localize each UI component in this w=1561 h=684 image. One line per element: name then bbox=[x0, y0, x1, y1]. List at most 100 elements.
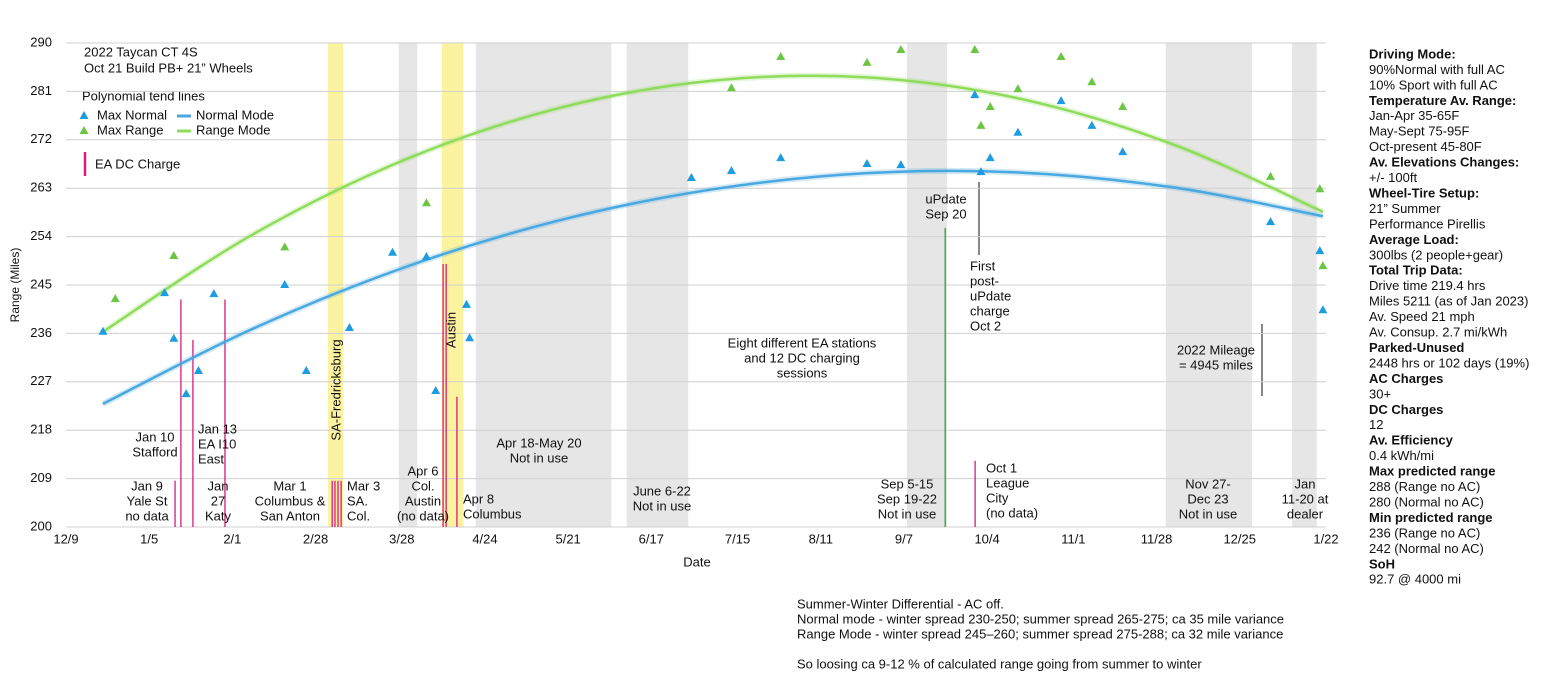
legend-marker bbox=[79, 111, 89, 119]
y-axis-label: Range (Miles) bbox=[8, 248, 22, 323]
legend-label: Max Normal bbox=[97, 107, 167, 122]
y-tick-label: 245 bbox=[30, 276, 52, 291]
point bbox=[1318, 261, 1328, 270]
annotation: Katy bbox=[205, 508, 232, 523]
panel-line: 30+ bbox=[1369, 386, 1391, 401]
x-tick-label: 6/17 bbox=[639, 531, 664, 546]
panel-heading: Average Load: bbox=[1369, 232, 1459, 247]
annotation: Jan 10 bbox=[135, 429, 174, 444]
point bbox=[110, 293, 120, 302]
panel-line: 90%Normal with full AC bbox=[1369, 62, 1505, 77]
annotation: City bbox=[986, 490, 1009, 505]
legend-title: Polynomial tend lines bbox=[82, 88, 205, 103]
panel-line: 21” Summer bbox=[1369, 201, 1441, 216]
legend-label: Max Range bbox=[97, 122, 163, 137]
annotation: charge bbox=[970, 303, 1010, 318]
annotation: Dec 23 bbox=[1187, 491, 1228, 506]
annotation: Nov 27- bbox=[1185, 476, 1231, 491]
x-axis-label: Date bbox=[683, 554, 710, 569]
legend-label: Normal Mode bbox=[196, 107, 274, 122]
annotation: Yale St bbox=[127, 493, 168, 508]
annotation: Columbus & bbox=[255, 493, 326, 508]
point bbox=[1315, 246, 1325, 255]
panel-heading: Parked-Unused bbox=[1369, 340, 1464, 355]
x-tick-label: 11/28 bbox=[1141, 531, 1173, 546]
panel-heading: DC Charges bbox=[1369, 402, 1443, 417]
annotation: 27 bbox=[211, 493, 225, 508]
annotation: uPdate bbox=[970, 288, 1011, 303]
y-tick-label: 236 bbox=[30, 325, 52, 340]
point bbox=[686, 172, 696, 181]
annotation: Jan bbox=[1295, 476, 1316, 491]
panel-line: 242 (Normal no AC) bbox=[1369, 541, 1484, 556]
point bbox=[985, 153, 995, 162]
panel-line: 236 (Range no AC) bbox=[1369, 525, 1480, 540]
point bbox=[98, 326, 108, 335]
annotation: Oct 1 bbox=[986, 460, 1017, 475]
panel-line: Jan-Apr 35-65F bbox=[1369, 108, 1459, 123]
annotation: Apr 6 bbox=[407, 463, 438, 478]
panel-heading: Driving Mode: bbox=[1369, 46, 1456, 61]
point bbox=[896, 44, 906, 53]
annotation: = 4945 miles bbox=[1179, 357, 1254, 372]
point bbox=[1056, 51, 1066, 60]
point bbox=[1318, 305, 1328, 314]
y-tick-label: 200 bbox=[30, 518, 52, 533]
point bbox=[169, 250, 179, 259]
panel-heading: Temperature Av. Range: bbox=[1369, 93, 1516, 108]
annotation: (no data) bbox=[397, 508, 449, 523]
point bbox=[976, 167, 986, 176]
panel-line: 12 bbox=[1369, 417, 1383, 432]
annotation: Col. bbox=[411, 478, 434, 493]
annotation: Eight different EA stations bbox=[728, 335, 877, 350]
annotation: Mar 3 bbox=[347, 478, 380, 493]
annotation: Apr 8 bbox=[463, 491, 494, 506]
grid-layer: 200 209 218 227 236 245 254 263 272 281 290 12/9 1/5… bbox=[30, 34, 1338, 546]
note: So loosing ca 9-12 % of calculated range… bbox=[797, 656, 1202, 671]
annotation: Sep 20 bbox=[925, 206, 966, 221]
annotation: Jan 9 bbox=[131, 478, 163, 493]
note: Summer-Winter Differential - AC off. bbox=[797, 596, 1004, 611]
x-tick-label: 1/5 bbox=[140, 531, 158, 546]
annotation: Not in use bbox=[633, 498, 692, 513]
annotation: sessions bbox=[777, 365, 828, 380]
annotation: Austin bbox=[443, 312, 458, 348]
annotation: SA-Fredricksburg bbox=[328, 339, 343, 440]
annotation: Oct 2 bbox=[970, 318, 1001, 333]
x-tick-label: 9/7 bbox=[895, 531, 913, 546]
y-tick-label: 218 bbox=[30, 422, 52, 437]
point bbox=[160, 288, 170, 297]
point bbox=[862, 57, 872, 66]
annotation: First bbox=[970, 258, 996, 273]
trend-line bbox=[102, 169, 1324, 405]
panel-heading: Total Trip Data: bbox=[1369, 263, 1463, 278]
panel-line: 280 (Normal no AC) bbox=[1369, 494, 1484, 509]
point bbox=[726, 165, 736, 174]
annotation: SA. bbox=[347, 493, 368, 508]
annotation: Austin bbox=[405, 493, 441, 508]
point bbox=[1118, 101, 1128, 110]
panel-line: Oct-present 45-80F bbox=[1369, 139, 1482, 154]
annotation: Sep 5-15 bbox=[881, 476, 934, 491]
y-tick-label: 227 bbox=[30, 373, 52, 388]
annotation: Not in use bbox=[878, 506, 937, 521]
panel-line: Miles 5211 (as of Jan 2023) bbox=[1369, 294, 1528, 309]
x-tick-label: 1/22 bbox=[1313, 531, 1338, 546]
x-tick-label: 2/28 bbox=[303, 531, 328, 546]
x-tick-label: 11/1 bbox=[1061, 531, 1085, 546]
x-tick-label: 8/11 bbox=[809, 531, 833, 546]
panel-heading: AC Charges bbox=[1369, 371, 1443, 386]
point bbox=[976, 120, 986, 129]
point bbox=[209, 289, 219, 298]
annotation: League bbox=[986, 475, 1029, 490]
x-tick-label: 12/25 bbox=[1223, 531, 1256, 546]
point bbox=[1315, 184, 1325, 193]
annotation: East bbox=[198, 451, 224, 466]
annotation: Apr 18-May 20 bbox=[496, 435, 581, 450]
annotation: and 12 DC charging bbox=[744, 350, 860, 365]
annotation: no data bbox=[125, 508, 169, 523]
panel-heading: Max predicted range bbox=[1369, 464, 1495, 479]
trend-line-glow bbox=[101, 72, 1325, 335]
trend-line bbox=[102, 74, 1324, 333]
